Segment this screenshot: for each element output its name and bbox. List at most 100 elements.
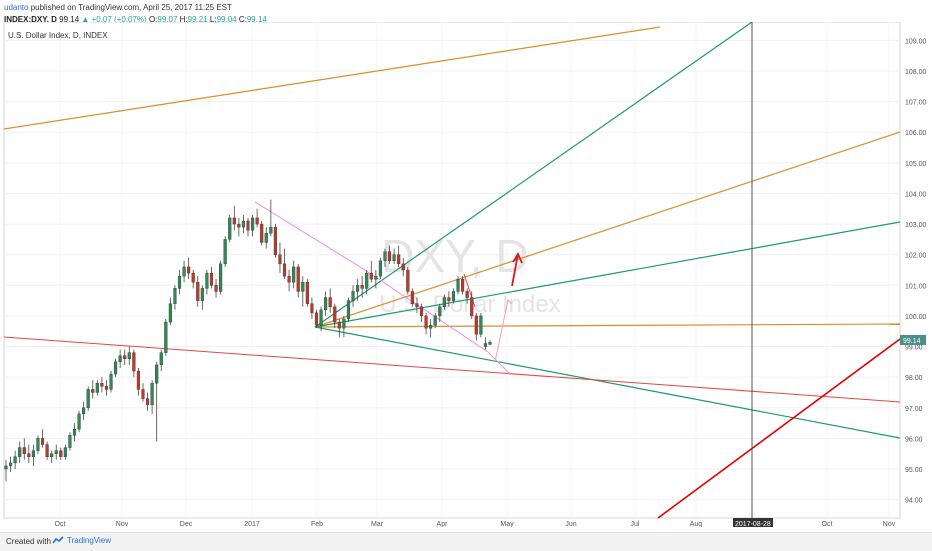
candle [155, 361, 159, 442]
candle-body-down [406, 269, 410, 292]
candle-body-down [419, 306, 424, 317]
x-tick-label: Dec [180, 521, 193, 527]
candle [168, 297, 172, 326]
candle [470, 291, 474, 319]
candle [282, 248, 287, 280]
candle-body-up [488, 342, 492, 345]
candle-body-up [8, 462, 13, 467]
y-tick-label: 102.00 [905, 253, 927, 260]
publish-line: udanto published on TradingView.com, Apr… [4, 2, 267, 14]
plot-frame [3, 21, 901, 519]
price-tag: 99.14 [900, 335, 926, 345]
candle-body-up [442, 297, 446, 307]
candle [173, 285, 177, 310]
x-tick-label: Nov [116, 521, 129, 527]
candle [104, 380, 109, 396]
x-tick-label: Aug [690, 521, 703, 527]
candle [8, 456, 13, 473]
y-tick-label: 97.00 [905, 406, 923, 413]
candle-body-up [374, 275, 378, 280]
y-tick-label: 108.00 [905, 69, 927, 76]
price-tag-label: 99.14 [903, 338, 921, 345]
pink-arrow[interactable] [494, 298, 513, 363]
y-axis[interactable]: 94.00 95.00 96.00 97.00 98.00 99.00 100.00 101.… [905, 38, 927, 504]
candle [200, 285, 204, 310]
candle-body-up [150, 383, 154, 405]
candle-body-down [461, 278, 465, 292]
orange-channel-upper[interactable] [3, 26, 661, 130]
candle [346, 297, 351, 323]
candle-body-down [424, 315, 428, 329]
candle [415, 297, 419, 313]
candle-body-down [59, 450, 63, 457]
candle-body-down [187, 266, 191, 274]
candle-body-up [205, 272, 209, 289]
candle-body-up [264, 233, 268, 243]
x-tick-label: Apr [437, 521, 449, 527]
price-chart[interactable]: DXY, D U.S. Dollar Index U.S. Dollar Ind… [0, 21, 932, 528]
x-axis[interactable]: Oct Nov Dec 2017 Feb Mar Apr May Jun Jul Aug Oct Nov [55, 521, 896, 528]
y-tick-label: 109.00 [905, 38, 927, 45]
candle-body-down [369, 272, 373, 280]
candle [378, 257, 382, 280]
candle-body-up [319, 309, 323, 326]
candle [95, 380, 99, 396]
candle [324, 291, 328, 316]
candle [136, 367, 140, 396]
candle-body-up [54, 450, 58, 454]
red-trendline[interactable] [3, 336, 901, 403]
candle [232, 205, 236, 231]
low-value: 99.04 [216, 15, 237, 24]
red-steep-line[interactable] [657, 338, 901, 519]
green-fan-low[interactable] [314, 326, 901, 439]
high-label: H: [179, 15, 188, 24]
candle [114, 358, 118, 378]
candle [451, 288, 456, 304]
drawing-tools[interactable] [3, 21, 901, 519]
grid-lines [4, 22, 900, 518]
tradingview-link[interactable]: TradingView [52, 536, 111, 545]
candle-body-up [342, 318, 346, 329]
candle-body-up [18, 447, 22, 457]
candle [4, 459, 8, 482]
candle [269, 199, 273, 237]
candle-body-up [346, 300, 351, 320]
tradingview-logo-icon [52, 536, 64, 544]
candle [164, 318, 168, 356]
candle [474, 312, 478, 341]
candle-body-down [410, 291, 414, 304]
candle-body-down [273, 226, 277, 255]
candle [278, 242, 282, 274]
author-link[interactable]: udanto [4, 3, 29, 12]
candle [191, 270, 195, 289]
candle-body-down [196, 282, 200, 301]
candles [4, 199, 492, 482]
candle [13, 450, 17, 470]
candle [31, 444, 35, 466]
candle-body-up [223, 239, 227, 265]
close-value: 99.14 [246, 15, 267, 24]
x-tick-label: Feb [311, 521, 323, 527]
candle-body-up [13, 456, 17, 464]
x-tick-label: Oct [822, 521, 833, 527]
candle-body-up [451, 291, 456, 301]
candle [365, 270, 369, 295]
candle-body-down [27, 453, 31, 457]
tradingview-brand-label: TradingView [67, 536, 112, 545]
candle-body-up [114, 361, 118, 375]
candle [177, 270, 182, 295]
red-arrow-shaft[interactable] [511, 253, 519, 287]
footer-bar: Created with TradingView [0, 532, 932, 551]
candle-body-down [328, 297, 332, 307]
green-fan-steep[interactable] [314, 21, 753, 328]
candle [100, 377, 104, 393]
candle [36, 435, 40, 454]
chart-area[interactable]: DXY, D U.S. Dollar Index U.S. Dollar Ind… [0, 21, 932, 528]
pink-projection-line[interactable] [254, 201, 511, 375]
red-arrow-head[interactable] [512, 252, 523, 264]
candle [392, 248, 396, 264]
candle [109, 371, 113, 393]
green-fan-mid[interactable] [314, 221, 901, 328]
orange-fan-flat[interactable] [314, 323, 901, 328]
candle [305, 279, 309, 307]
